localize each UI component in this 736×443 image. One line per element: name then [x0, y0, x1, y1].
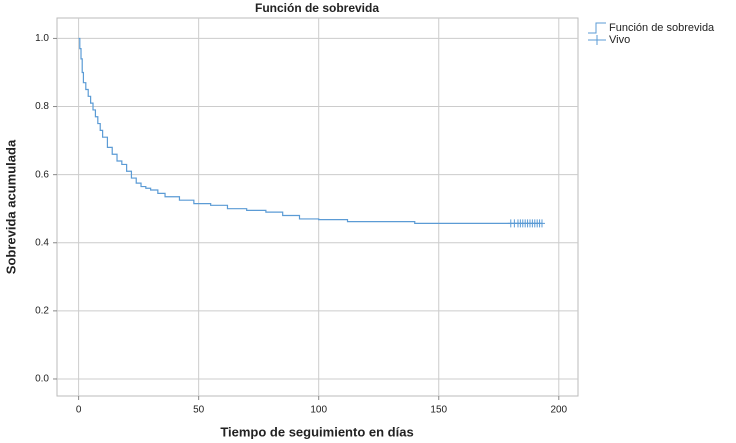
- legend-swatch: [588, 22, 606, 34]
- x-tick-label: 150: [430, 405, 447, 416]
- plot-frame: [56, 17, 579, 397]
- x-tick-label: 200: [550, 405, 567, 416]
- chart-title: Función de sobrevida: [255, 1, 379, 15]
- y-tick-label: 0.2: [35, 306, 49, 317]
- x-tick-label: 0: [76, 405, 82, 416]
- y-tick-label: 0.8: [35, 101, 49, 112]
- survival-curve: [78, 37, 542, 224]
- x-axis-title: Tiempo de seguimiento en días: [220, 424, 413, 439]
- legend-label: Función de sobrevida: [609, 22, 715, 34]
- x-tick-label: 100: [310, 405, 327, 416]
- y-tick-label: 1.0: [35, 33, 49, 44]
- legend-label: Vivo: [609, 34, 630, 46]
- y-tick-label: 0.6: [35, 169, 49, 180]
- y-axis-title: Sobrevida acumulada: [3, 139, 18, 274]
- y-tick-label: 0.4: [35, 237, 49, 248]
- x-tick-label: 50: [193, 405, 205, 416]
- censor-mark: [538, 219, 545, 228]
- legend-swatch: [588, 35, 606, 45]
- y-tick-label: 0.0: [35, 374, 49, 385]
